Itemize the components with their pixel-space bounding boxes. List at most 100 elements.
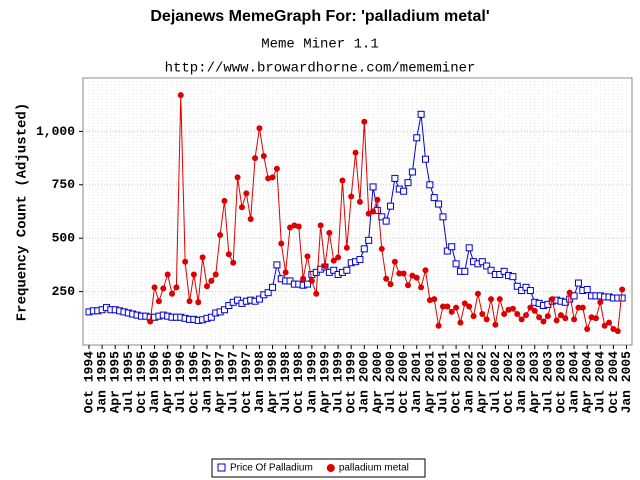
data-point	[173, 284, 180, 291]
legend-label: palladium metal	[339, 463, 409, 474]
x-tick-label: Jul 1998	[278, 351, 293, 414]
x-tick-label: Jul 2003	[540, 351, 555, 414]
data-point	[465, 244, 473, 252]
data-point	[243, 190, 250, 197]
data-point	[304, 253, 311, 260]
data-point	[527, 304, 534, 311]
data-point	[255, 295, 263, 303]
x-tick-label: Jan 2000	[357, 351, 372, 414]
data-point	[413, 134, 421, 142]
data-point	[439, 213, 447, 221]
x-tick-label: Jan 2003	[514, 351, 529, 414]
x-tick-label: Jul 1997	[226, 351, 241, 413]
data-point	[443, 247, 451, 255]
x-tick-label: Oct 2000	[396, 351, 411, 414]
legend-label: Price Of Palladium	[230, 463, 313, 474]
data-point	[400, 270, 407, 277]
data-point	[330, 257, 337, 264]
data-point	[404, 179, 412, 187]
x-tick-label: Jul 1996	[173, 351, 188, 414]
y-axis-label: Frequency Count (Adjusted)	[15, 103, 31, 321]
data-point	[435, 322, 442, 329]
x-tick-label: Oct 1998	[291, 351, 306, 414]
x-tick-label: Jan 1996	[147, 351, 162, 414]
x-tick-label: Oct 1995	[134, 351, 149, 414]
data-point	[417, 110, 425, 118]
data-point	[230, 259, 237, 266]
chart-title: Dejanews MemeGraph For: 'palladium metal…	[150, 8, 489, 25]
data-point	[374, 196, 381, 203]
data-point	[592, 315, 599, 322]
data-point	[356, 256, 364, 264]
data-point	[618, 294, 626, 302]
data-point	[562, 315, 569, 322]
data-point	[326, 229, 333, 236]
x-tick-label: Jan 2004	[567, 351, 582, 414]
data-point	[619, 286, 626, 293]
data-point	[448, 308, 455, 315]
data-point	[601, 322, 608, 329]
data-point	[430, 194, 438, 202]
data-point	[487, 266, 495, 274]
data-point	[606, 319, 613, 326]
data-point	[356, 198, 363, 205]
data-point	[461, 300, 468, 307]
data-point	[313, 290, 320, 297]
data-point	[457, 319, 464, 326]
data-point	[408, 168, 416, 176]
data-point	[220, 306, 228, 314]
data-point	[273, 165, 280, 172]
x-tick-label: Apr 2002	[475, 351, 490, 414]
data-point	[300, 275, 307, 282]
data-point	[361, 118, 368, 125]
data-point	[514, 311, 521, 318]
data-point	[370, 208, 377, 215]
legend-marker	[217, 463, 226, 472]
data-point	[483, 262, 491, 270]
data-point	[579, 304, 586, 311]
legend-marker	[326, 464, 335, 472]
data-point	[382, 217, 390, 225]
data-point	[273, 261, 281, 269]
data-point	[478, 258, 486, 266]
data-point	[208, 277, 215, 284]
data-point	[531, 307, 538, 314]
data-point	[339, 177, 346, 184]
x-tick-label: Apr 2003	[527, 351, 542, 414]
x-tick-label: Apr 1996	[160, 351, 175, 414]
data-point	[418, 284, 425, 291]
data-point	[186, 298, 193, 305]
data-point	[321, 262, 328, 269]
data-point	[343, 244, 350, 251]
data-point	[278, 240, 285, 247]
y-tick-label: 500	[52, 231, 76, 246]
data-point	[513, 282, 521, 290]
data-point	[444, 303, 451, 310]
data-point	[360, 245, 368, 253]
x-tick-label: Oct 1997	[239, 351, 254, 413]
data-point	[264, 289, 272, 297]
data-point	[335, 254, 342, 261]
data-point	[252, 155, 259, 162]
legend-box	[211, 458, 426, 478]
data-point	[365, 236, 373, 244]
data-point	[575, 304, 582, 311]
data-point	[553, 317, 560, 324]
data-point	[199, 254, 206, 261]
data-point	[570, 292, 578, 300]
data-point	[387, 202, 395, 210]
data-point	[453, 304, 460, 311]
data-point	[155, 298, 162, 305]
y-tick-label: 1,000	[36, 124, 75, 139]
x-tick-label: Jul 2001	[435, 351, 450, 414]
data-point	[571, 316, 578, 323]
x-tick-label: Oct 2002	[501, 351, 516, 414]
data-point	[405, 282, 412, 289]
data-point	[544, 313, 551, 320]
data-point	[431, 296, 438, 303]
x-tick-label: Jan 2005	[619, 351, 634, 414]
data-point	[383, 275, 390, 282]
data-point	[151, 284, 158, 291]
data-point	[269, 174, 276, 181]
